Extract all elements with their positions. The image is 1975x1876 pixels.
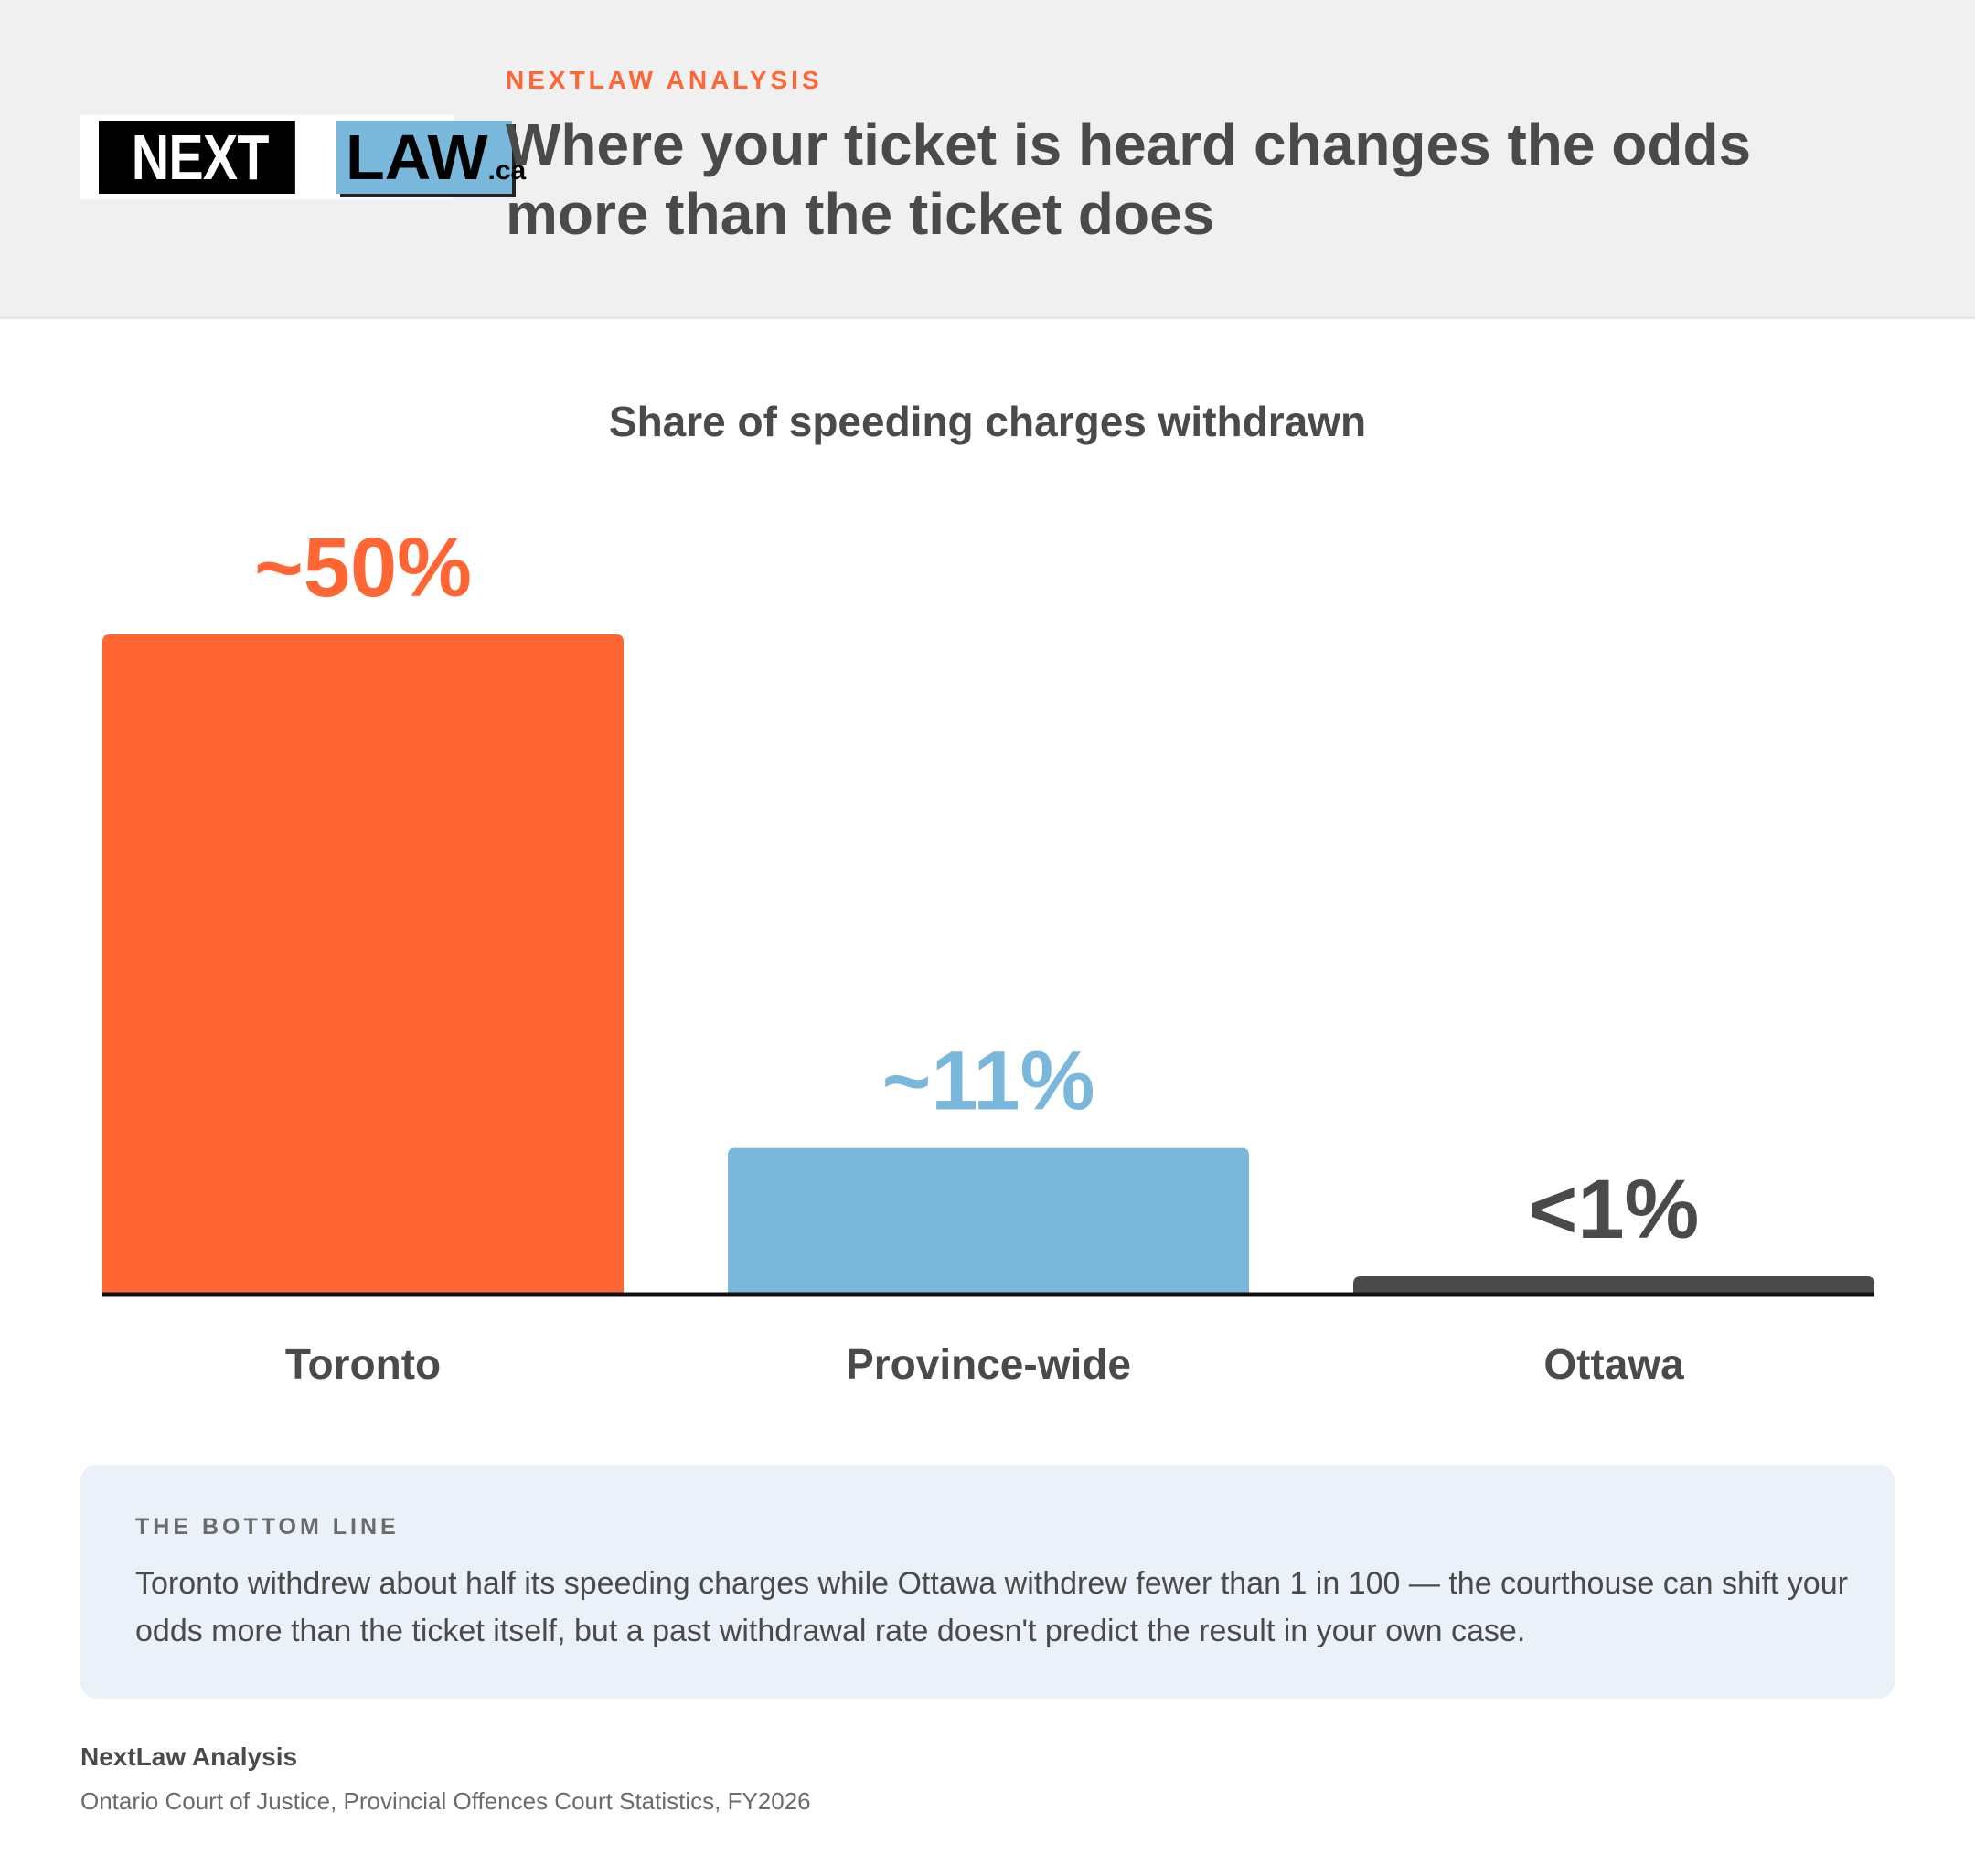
- nextlaw-logo: NEXT LAW.ca: [80, 115, 526, 199]
- footer-source: Ontario Court of Justice, Provincial Off…: [80, 1787, 811, 1815]
- category-label: Toronto: [285, 1340, 441, 1388]
- header-eyebrow: NEXTLAW ANALYSIS: [506, 66, 823, 94]
- bar-chart: ~50% Toronto ~11% Province-wide <1% Ottawa: [102, 521, 1874, 1388]
- logo-next-text: NEXT: [99, 121, 295, 194]
- chart-title: Share of speeding charges withdrawn: [608, 398, 1367, 445]
- logo-law-word: LAW: [346, 122, 488, 193]
- value-label: ~50%: [254, 521, 472, 614]
- bar-province-wide: [728, 1147, 1249, 1293]
- logo-law-text: LAW.ca: [336, 121, 526, 194]
- logo-tld: .ca: [487, 155, 527, 186]
- value-label: <1%: [1529, 1163, 1700, 1256]
- page-headline: Where your ticket is heard changes the o…: [506, 112, 1752, 247]
- category-label: Ottawa: [1543, 1340, 1684, 1388]
- bottom-line-box: THE BOTTOM LINE Toronto withdrew about h…: [80, 1465, 1895, 1699]
- bottom-line-eyebrow: THE BOTTOM LINE: [135, 1514, 400, 1540]
- bar-ottawa: [1353, 1276, 1874, 1293]
- bottom-line-text: Toronto withdrew about half its speeding…: [135, 1566, 1848, 1648]
- header-banner: NEXT LAW.ca NEXTLAW ANALYSIS Where your …: [0, 0, 1975, 319]
- value-label: ~11%: [882, 1035, 1095, 1128]
- category-label: Province-wide: [846, 1340, 1131, 1388]
- footer-title: NextLaw Analysis: [80, 1743, 298, 1771]
- bar-toronto: [102, 634, 624, 1293]
